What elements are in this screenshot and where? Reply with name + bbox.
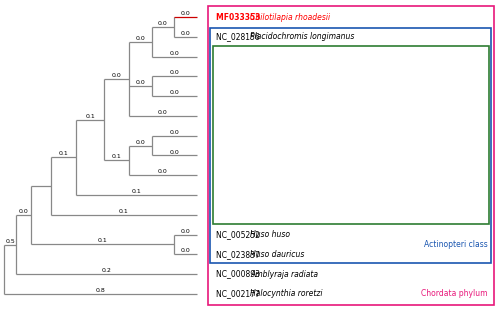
Text: 0.5: 0.5	[5, 239, 15, 244]
Text: Chilotilapia rhoadesii: Chilotilapia rhoadesii	[250, 13, 330, 22]
Text: 0.0: 0.0	[170, 90, 179, 95]
Text: 0.0: 0.0	[136, 36, 145, 41]
Text: 0.1: 0.1	[112, 155, 122, 160]
Text: NC_029380: NC_029380	[216, 171, 262, 180]
Text: NC_000893: NC_000893	[216, 270, 262, 279]
Text: NC_028033: NC_028033	[216, 151, 262, 160]
Text: Placidochromis longimanus: Placidochromis longimanus	[250, 32, 354, 41]
Text: 0.0: 0.0	[180, 229, 190, 234]
Bar	[212, 46, 488, 224]
Text: NC_011179: NC_011179	[216, 210, 262, 219]
Text: Huso dauricus: Huso dauricus	[250, 250, 304, 259]
Text: Etroplus maculatus: Etroplus maculatus	[250, 210, 324, 219]
Text: Fossorochromis rostratus: Fossorochromis rostratus	[250, 131, 346, 140]
Text: 0.0: 0.0	[170, 130, 179, 135]
Text: 0.0: 0.0	[158, 169, 168, 174]
Text: Huso huso: Huso huso	[250, 230, 290, 239]
Text: 0.0: 0.0	[112, 73, 122, 78]
Text: 0.2: 0.2	[102, 268, 112, 273]
Text: 0.0: 0.0	[170, 51, 179, 56]
Text: MF033354: MF033354	[216, 52, 259, 61]
Text: 0.1: 0.1	[119, 209, 129, 214]
Text: 0.0: 0.0	[180, 31, 190, 36]
Text: NC_005252: NC_005252	[216, 230, 262, 239]
Text: 0.8: 0.8	[96, 288, 105, 293]
Text: NC_030607: NC_030607	[216, 72, 262, 81]
Text: 0.1: 0.1	[132, 189, 141, 194]
Text: 0.0: 0.0	[19, 209, 28, 214]
Text: Chordata phylum: Chordata phylum	[421, 289, 488, 298]
Bar	[210, 28, 491, 263]
Text: Cyathochromis obliquidens: Cyathochromis obliquidens	[250, 52, 354, 61]
Text: Aulonocara stuartgranti: Aulonocara stuartgranti	[250, 171, 340, 180]
Text: NC_031419: NC_031419	[216, 111, 262, 120]
Text: 0.0: 0.0	[136, 80, 145, 85]
Text: 0.0: 0.0	[158, 21, 168, 26]
Text: NC_023837: NC_023837	[216, 250, 262, 259]
Text: Actinopteri class: Actinopteri class	[424, 240, 488, 249]
Text: Cichlidae family: Cichlidae family	[426, 210, 488, 219]
Text: 0.1: 0.1	[86, 114, 95, 118]
Text: 0.0: 0.0	[180, 248, 190, 253]
Text: Halocynthia roretzi: Halocynthia roretzi	[250, 289, 322, 298]
Text: Paratilapia polleni: Paratilapia polleni	[250, 191, 318, 200]
Text: NC_028156: NC_028156	[216, 32, 262, 41]
Text: Lethrinops lethrinus: Lethrinops lethrinus	[250, 111, 326, 120]
Text: 0.0: 0.0	[136, 140, 145, 145]
Text: 0.0: 0.0	[170, 150, 179, 155]
Text: NC_002177: NC_002177	[216, 289, 262, 298]
Bar	[208, 6, 494, 305]
Text: Copadichromis mloto: Copadichromis mloto	[250, 92, 331, 101]
Text: NC_028089: NC_028089	[216, 131, 262, 140]
Text: Alticorpus geoffreyi: Alticorpus geoffreyi	[250, 151, 324, 160]
Text: 0.0: 0.0	[180, 11, 190, 16]
Text: 0.0: 0.0	[170, 71, 179, 76]
Text: Copadichromis quadrimaculatus: Copadichromis quadrimaculatus	[250, 72, 374, 81]
Text: NC_011170: NC_011170	[216, 191, 262, 200]
Text: 0.1: 0.1	[98, 239, 108, 244]
Text: MF033353: MF033353	[216, 13, 263, 22]
Text: Amblyraja radiata: Amblyraja radiata	[250, 270, 318, 279]
Text: 0.1: 0.1	[58, 151, 68, 156]
Text: 0.0: 0.0	[158, 110, 168, 115]
Text: NC_030584: NC_030584	[216, 92, 262, 101]
